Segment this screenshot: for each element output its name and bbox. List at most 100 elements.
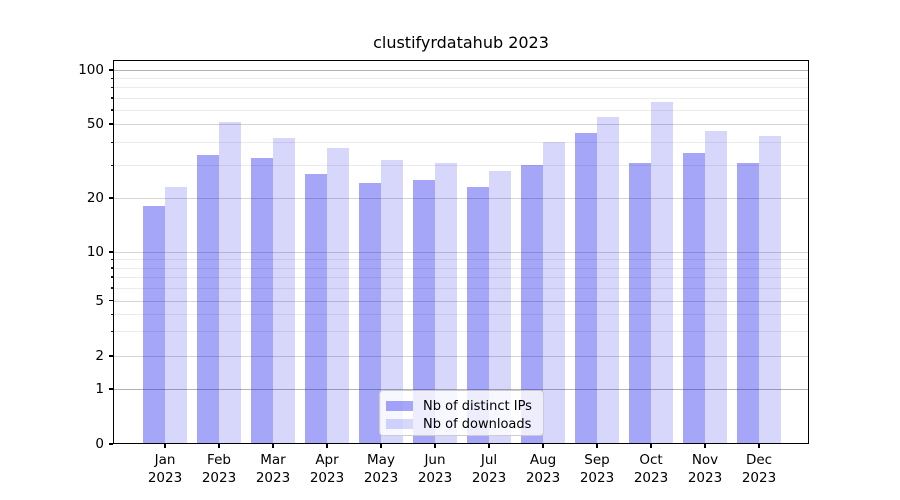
y-minor-tick-mark: [110, 258, 113, 261]
gridline-minor: [113, 276, 809, 278]
x-tick-mark: [434, 444, 436, 448]
bar-jan-downloads: [165, 186, 187, 444]
y-tick-label: 50: [86, 116, 104, 132]
x-tick-label: Jul 2023: [457, 451, 521, 487]
y-tick-label: 10: [86, 244, 104, 260]
x-tick-year: 2023: [525, 470, 561, 486]
bar-oct-downloads: [651, 102, 673, 444]
bar-sep-ips: [575, 132, 597, 444]
x-tick-year: 2023: [633, 470, 669, 486]
x-tick-year: 2023: [579, 470, 615, 486]
gridline-minor: [113, 259, 809, 261]
y-tick-mark: [109, 388, 113, 390]
legend-label-distinct-ips: Nb of distinct IPs: [423, 398, 532, 414]
bar-dec-ips: [737, 162, 759, 444]
bar-apr-downloads: [327, 148, 349, 444]
x-tick-label: Jan 2023: [133, 451, 197, 487]
x-tick-year: 2023: [201, 470, 237, 486]
y-minor-tick-mark: [110, 109, 113, 111]
gridline-minor: [113, 109, 809, 111]
x-tick-mark: [164, 444, 166, 448]
y-tick-mark: [109, 69, 113, 71]
gridline-major: [113, 252, 809, 253]
x-tick-mark: [272, 444, 274, 448]
x-tick-year: 2023: [417, 470, 453, 486]
gridline-minor: [113, 87, 809, 89]
x-tick-label: Dec 2023: [727, 451, 791, 487]
bar-sep-downloads: [597, 116, 619, 444]
legend-item-downloads: Nb of downloads: [386, 416, 543, 432]
legend: Nb of distinct IPs Nb of downloads: [379, 390, 544, 436]
x-tick-year: 2023: [363, 470, 399, 486]
bar-feb-ips: [197, 155, 219, 444]
x-tick-year: 2023: [255, 470, 291, 486]
x-tick-month: Jul: [480, 452, 498, 468]
bar-apr-ips: [305, 173, 327, 444]
x-tick-label: Nov 2023: [673, 451, 737, 487]
gridline-major: [113, 300, 809, 302]
y-tick-mark: [109, 123, 113, 125]
legend-label-downloads: Nb of downloads: [423, 416, 532, 432]
x-tick-label: May 2023: [349, 451, 413, 487]
x-tick-mark: [380, 444, 382, 448]
gridline-minor: [113, 314, 809, 316]
bar-nov-downloads: [705, 130, 727, 444]
chart-title: clustifyrdatahub 2023: [373, 33, 549, 52]
x-tick-month: Sep: [584, 452, 610, 468]
y-minor-tick-mark: [110, 313, 113, 315]
y-minor-tick-mark: [110, 97, 113, 99]
x-tick-month: Nov: [691, 452, 719, 468]
y-tick-mark: [109, 443, 113, 445]
bar-nov-ips: [683, 152, 705, 444]
bar-jul-downloads: [489, 170, 511, 444]
y-tick-label: 0: [95, 436, 104, 452]
legend-item-distinct-ips: Nb of distinct IPs: [386, 398, 543, 414]
x-tick-mark: [542, 444, 544, 448]
y-tick-mark: [109, 251, 113, 253]
y-minor-tick-mark: [110, 86, 113, 89]
x-tick-year: 2023: [471, 470, 507, 486]
gridline-major: [113, 70, 809, 71]
bar-feb-downloads: [219, 122, 241, 444]
x-tick-mark: [758, 444, 760, 448]
y-tick-mark: [109, 299, 113, 302]
y-minor-tick-mark: [110, 330, 113, 333]
y-minor-tick-mark: [110, 77, 113, 80]
y-minor-tick-mark: [110, 267, 113, 269]
x-tick-mark: [596, 444, 598, 448]
x-tick-label: Aug 2023: [511, 451, 575, 487]
bar-aug-ips: [521, 165, 543, 444]
bar-mar-downloads: [273, 138, 295, 444]
x-tick-mark: [326, 444, 328, 448]
x-tick-month: Apr: [315, 452, 339, 468]
legend-swatch-downloads-icon: [386, 419, 413, 429]
x-tick-year: 2023: [741, 470, 777, 486]
gridline-minor: [113, 97, 809, 99]
x-tick-label: Sep 2023: [565, 451, 629, 487]
x-tick-label: Apr 2023: [295, 451, 359, 487]
y-tick-label: 2: [95, 348, 104, 364]
x-tick-month: Jan: [154, 452, 176, 468]
y-tick-mark: [109, 355, 113, 357]
bar-aug-downloads: [543, 142, 565, 444]
bar-may-ips: [359, 183, 381, 444]
gridline-minor: [113, 78, 809, 80]
legend-swatch-distinct-ips-icon: [386, 401, 413, 411]
bar-jan-ips: [143, 206, 165, 444]
gridline-minor: [113, 165, 809, 167]
bar-oct-ips: [629, 162, 651, 444]
y-tick-mark: [109, 197, 113, 199]
y-minor-tick-mark: [110, 276, 113, 278]
x-tick-label: Mar 2023: [241, 451, 305, 487]
x-tick-month: Dec: [745, 452, 773, 468]
y-tick-label: 5: [95, 292, 104, 309]
y-minor-tick-mark: [110, 164, 113, 167]
y-minor-tick-mark: [110, 287, 113, 289]
x-tick-label: Oct 2023: [619, 451, 683, 487]
x-tick-month: Jun: [424, 452, 446, 468]
x-tick-month: Feb: [207, 452, 231, 468]
bar-dec-downloads: [759, 136, 781, 444]
x-tick-month: Aug: [529, 452, 557, 468]
x-tick-month: Mar: [260, 452, 286, 468]
